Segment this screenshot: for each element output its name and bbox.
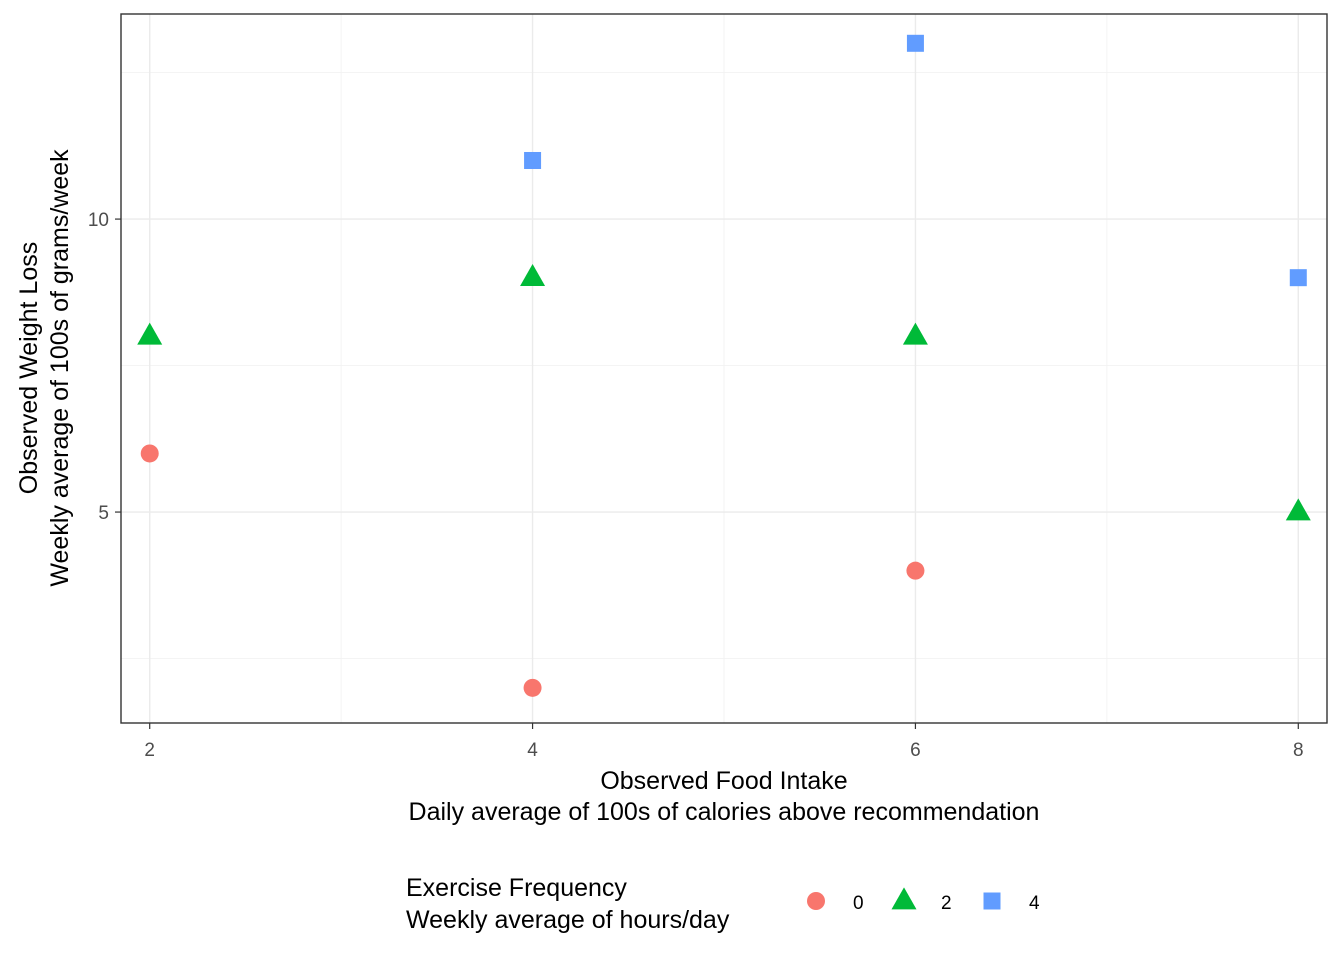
y-tick-label: 10: [88, 210, 109, 231]
data-point-series-0: [140, 444, 159, 463]
data-point-series-2: [902, 322, 928, 345]
plot-panel-border: [120, 13, 1328, 724]
data-point-series-0: [906, 561, 925, 580]
data-point-series-0: [523, 678, 542, 697]
data-point-series-2: [520, 264, 546, 287]
data-point-series-4: [1289, 269, 1307, 287]
legend-keys: 0 2 4: [807, 887, 1040, 914]
legend-title-line-2: Weekly average of hours/day: [406, 906, 730, 934]
data-points: [137, 34, 1311, 697]
x-tick-label: 8: [1293, 740, 1304, 761]
x-tick-label: 2: [144, 740, 155, 761]
legend-key-4: [983, 892, 1001, 910]
y-axis-title-line-1: Observed Weight Loss: [15, 242, 43, 494]
legend-label-0: 0: [853, 893, 864, 914]
x-tick-label: 4: [527, 740, 538, 761]
legend-key-2: [891, 887, 917, 910]
data-point-series-4: [524, 151, 542, 169]
legend: Exercise Frequency Weekly average of hou…: [406, 874, 1040, 934]
data-point-series-2: [137, 322, 163, 345]
legend-key-0: [807, 892, 825, 910]
x-tick-label: 6: [910, 740, 921, 761]
y-axis-title-line-2: Weekly average of 100s of grams/week: [46, 149, 74, 587]
legend-title-line-1: Exercise Frequency: [406, 874, 627, 902]
x-axis-title-line-2: Daily average of 100s of calories above …: [409, 798, 1040, 826]
legend-label-2: 2: [941, 893, 952, 914]
y-tick-label: 5: [98, 503, 109, 524]
legend-label-4: 4: [1029, 893, 1040, 914]
axis-ticks: 2 4 6 8 5 10: [88, 210, 1304, 761]
data-point-series-4: [906, 34, 924, 52]
x-axis-title-line-1: Observed Food Intake: [600, 767, 847, 795]
data-point-series-2: [1285, 498, 1311, 521]
grid: [121, 14, 1327, 723]
